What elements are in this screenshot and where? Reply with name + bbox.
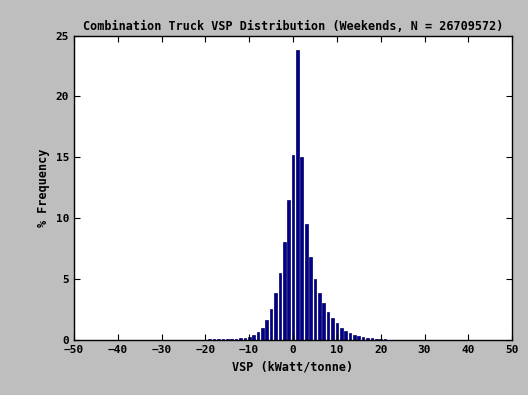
Bar bbox=[226, 339, 229, 340]
Bar bbox=[353, 335, 356, 340]
Title: Combination Truck VSP Distribution (Weekends, N = 26709572): Combination Truck VSP Distribution (Week… bbox=[83, 20, 503, 33]
Bar bbox=[252, 335, 255, 340]
Bar bbox=[336, 323, 338, 340]
Bar bbox=[292, 155, 294, 340]
Bar bbox=[243, 338, 246, 340]
Bar bbox=[283, 243, 286, 340]
Y-axis label: % Frequency: % Frequency bbox=[37, 149, 50, 227]
Bar bbox=[270, 309, 272, 340]
Bar bbox=[239, 339, 242, 340]
Bar bbox=[287, 200, 290, 340]
Bar bbox=[305, 224, 307, 340]
Bar bbox=[331, 318, 334, 340]
Bar bbox=[375, 339, 378, 340]
Bar bbox=[274, 293, 277, 340]
Bar bbox=[300, 157, 303, 340]
Bar bbox=[257, 332, 259, 340]
Bar bbox=[230, 339, 233, 340]
Bar bbox=[279, 273, 281, 340]
Bar bbox=[357, 336, 360, 340]
Bar bbox=[340, 327, 343, 340]
Bar bbox=[261, 327, 263, 340]
Bar bbox=[344, 331, 347, 340]
Bar bbox=[318, 293, 320, 340]
Bar bbox=[348, 333, 351, 340]
X-axis label: VSP (kWatt/tonne): VSP (kWatt/tonne) bbox=[232, 360, 354, 373]
Bar bbox=[248, 337, 250, 340]
Bar bbox=[235, 339, 238, 340]
Bar bbox=[296, 50, 299, 340]
Bar bbox=[323, 303, 325, 340]
Bar bbox=[327, 312, 329, 340]
Bar bbox=[380, 339, 382, 340]
Bar bbox=[371, 339, 373, 340]
Bar bbox=[266, 320, 268, 340]
Bar bbox=[309, 257, 312, 340]
Bar bbox=[314, 279, 316, 340]
Bar bbox=[362, 337, 364, 340]
Bar bbox=[366, 338, 369, 340]
